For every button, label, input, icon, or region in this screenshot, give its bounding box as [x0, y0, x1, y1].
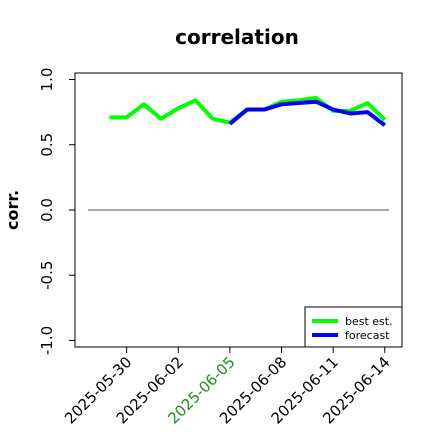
- legend: best est. forecast: [304, 306, 403, 348]
- y-tick-label: -0.5: [38, 261, 56, 290]
- x-axis: 2025-05-302025-06-022025-06-052025-06-08…: [61, 347, 394, 427]
- legend-label-forecast: forecast: [345, 329, 390, 342]
- legend-box: [304, 306, 403, 348]
- chart-title: correlation: [175, 25, 299, 49]
- series-layer: [109, 95, 387, 127]
- series-line-forecast: [228, 99, 386, 127]
- y-tick-label: 0.5: [38, 133, 56, 157]
- y-tick-label: -1.0: [38, 326, 56, 355]
- legend-label-best-est: best est.: [345, 315, 393, 328]
- y-axis-label: corr.: [3, 190, 22, 230]
- y-tick-label: 1.0: [38, 68, 56, 92]
- y-axis: 1.0 0.5 0.0 -0.5 -1.0: [38, 68, 75, 355]
- y-tick-label: 0.0: [38, 198, 56, 222]
